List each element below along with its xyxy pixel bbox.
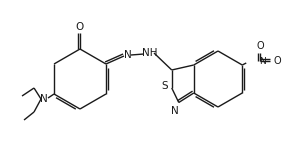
Text: S: S: [162, 81, 168, 91]
Text: NH: NH: [142, 48, 158, 58]
Text: N: N: [124, 50, 132, 60]
Text: O: O: [76, 22, 84, 32]
Text: O: O: [256, 41, 264, 51]
Text: O: O: [274, 56, 281, 66]
Text: N: N: [40, 94, 48, 104]
Text: N: N: [171, 105, 178, 115]
Text: N: N: [259, 57, 266, 65]
